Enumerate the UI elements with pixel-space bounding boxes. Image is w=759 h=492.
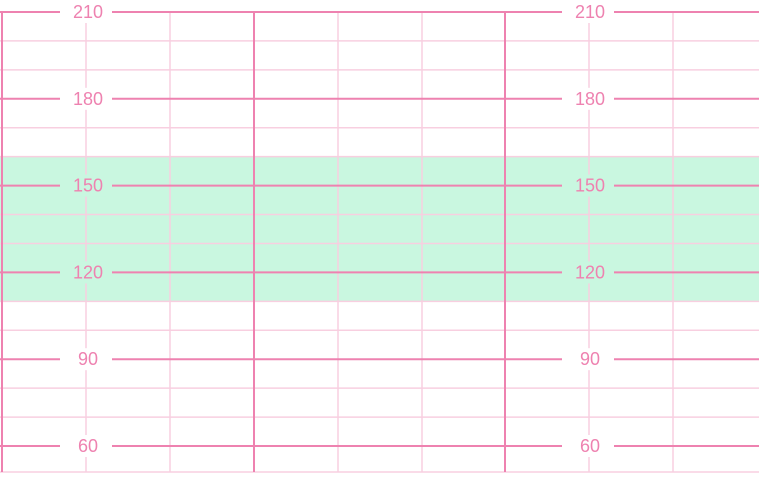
y-tick-label: 210 [73, 2, 103, 22]
tick-label-bg [70, 1, 106, 23]
normal-range-band [0, 156, 759, 302]
y-tick-label: 150 [575, 176, 605, 196]
tick-label-bg [572, 87, 608, 110]
y-tick-label: 180 [575, 89, 605, 109]
tick-label-bg [572, 435, 608, 457]
normal-band-layer [0, 156, 759, 302]
major-vertical-grid [1, 12, 506, 472]
y-tick-label: 120 [575, 262, 605, 282]
tick-label-bg [572, 174, 608, 197]
tick-label-bg [70, 174, 106, 197]
y-tick-label: 60 [78, 436, 98, 456]
tick-label-bg [70, 261, 106, 284]
y-tick-labels: 210 210 180 180 150 150 120 120 90 90 60 60 [70, 1, 608, 457]
major-horizontal-grid [0, 11, 759, 447]
tick-label-bg [572, 348, 608, 371]
y-tick-label: 90 [78, 349, 98, 369]
y-tick-label: 120 [73, 262, 103, 282]
tick-label-bg [70, 87, 106, 110]
minor-horizontal-grid [0, 40, 759, 473]
tick-label-bg [572, 1, 608, 23]
y-tick-label: 90 [580, 349, 600, 369]
tick-label-bg [572, 261, 608, 284]
y-tick-label: 180 [73, 89, 103, 109]
tick-label-bg [70, 348, 106, 371]
y-tick-label: 210 [575, 2, 605, 22]
tick-label-bg [70, 435, 106, 457]
y-tick-label: 150 [73, 176, 103, 196]
y-tick-label: 60 [580, 436, 600, 456]
